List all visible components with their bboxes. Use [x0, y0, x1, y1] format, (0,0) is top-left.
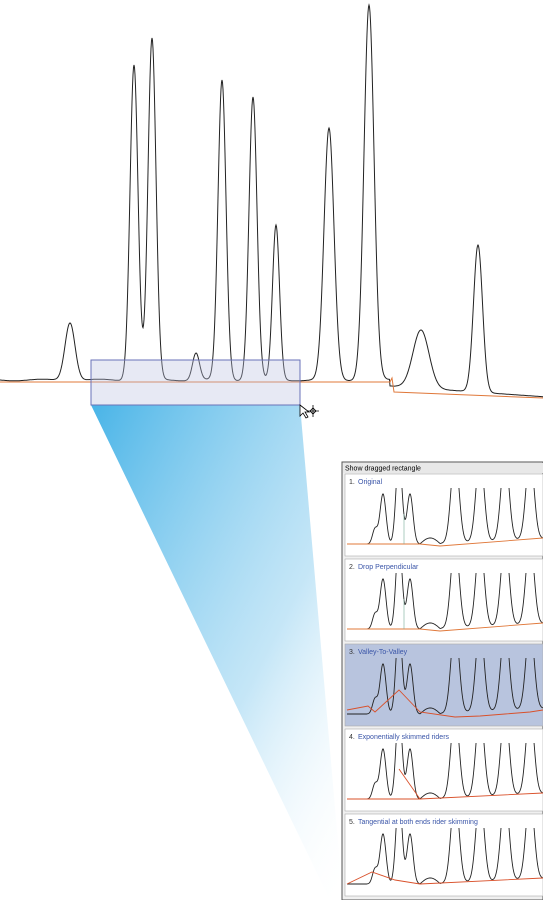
panel-baseline [347, 622, 543, 632]
panel-baseline [346, 689, 543, 718]
panel[interactable]: 4. Exponentially skimmed riders [344, 709, 543, 812]
panel-trace [347, 658, 543, 715]
panel-label: Exponentially skimmed riders [358, 734, 450, 741]
panel-trace [347, 573, 543, 630]
panel-number: 3. [349, 649, 355, 656]
panel-label: Valley-To-Valley [358, 649, 408, 656]
panel[interactable]: 1. Original [344, 454, 543, 557]
zoom-beam [91, 405, 343, 900]
panel-label: Original [358, 479, 383, 486]
panel-box [344, 813, 543, 897]
panel-number: 2. [349, 564, 355, 571]
panel[interactable]: 3. Valley-To-Valley [344, 624, 543, 727]
panel-number: 5. [349, 819, 355, 826]
dragged-rectangle[interactable] [90, 359, 301, 406]
panel[interactable]: 2. Drop Perpendicular [344, 539, 543, 642]
panel-baseline [347, 768, 543, 800]
panel-trace [347, 828, 543, 885]
panel-trace [347, 488, 543, 545]
panel-plot [346, 828, 543, 885]
panel-plot [347, 743, 543, 800]
panel-plot [347, 573, 543, 632]
panel-box [344, 643, 543, 727]
panel-plot [347, 488, 543, 547]
signal-trace [0, 3, 543, 398]
panel-baseline [346, 871, 543, 885]
panel-label: Tangential at both ends rider skimming [358, 819, 478, 826]
chromatogram [0, 3, 543, 399]
panel-label: Drop Perpendicular [358, 564, 419, 571]
panel-box [344, 473, 543, 557]
panel[interactable]: 5. Tangential at both ends rider skimming [344, 794, 543, 897]
dialog-title: Show dragged rectangle [345, 465, 421, 472]
panel-plot [346, 658, 543, 718]
panel-number: 1. [349, 479, 355, 486]
panel-number: 4. [349, 734, 355, 741]
cursor [299, 404, 319, 419]
panel-box [344, 728, 543, 812]
dialog-titlebar [343, 463, 543, 473]
panel-trace [347, 743, 543, 800]
panel-baseline [347, 537, 543, 547]
panel-box [344, 558, 543, 642]
baseline [0, 376, 543, 399]
